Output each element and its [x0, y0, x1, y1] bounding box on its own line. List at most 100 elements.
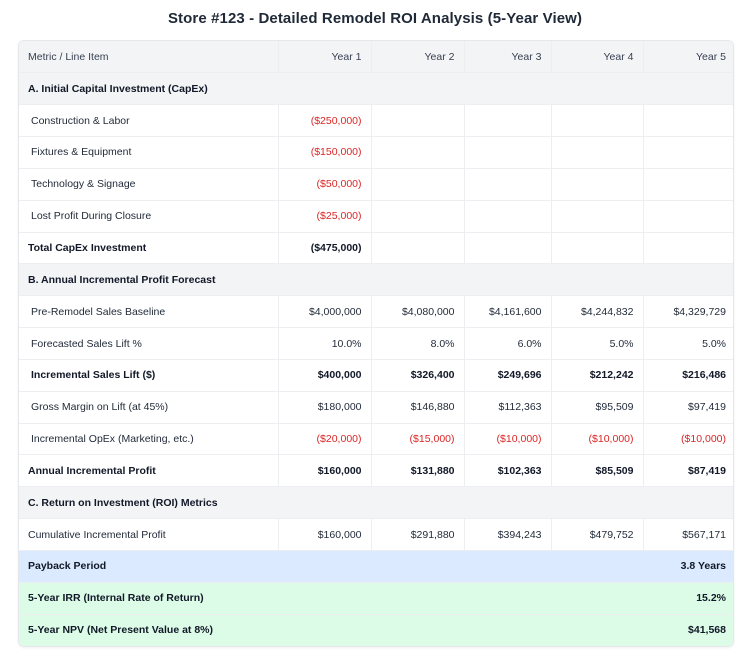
table-row: Cumulative Incremental Profit $160,000 $…	[19, 518, 733, 551]
metric-label: 5-Year NPV (Net Present Value at 8%)	[19, 614, 278, 647]
cell-year-2	[371, 168, 465, 201]
cell-year-4: $4,244,832	[551, 295, 644, 329]
cell-year-5: $567,171	[643, 518, 733, 551]
cell-year-5	[643, 200, 733, 233]
cell-year-4: $212,242	[551, 359, 644, 392]
row-label: Annual Incremental Profit	[19, 454, 279, 488]
cell-year-2	[371, 104, 465, 138]
cell-year-3: ($10,000)	[464, 423, 552, 456]
cell-year-4	[551, 136, 644, 169]
cell-year-5: $216,486	[643, 359, 733, 392]
cell-year-4: $85,509	[551, 454, 644, 488]
cell-year-5: $4,329,729	[643, 295, 733, 329]
cell-year-1: ($150,000)	[278, 136, 372, 169]
table-row: Technology & Signage ($50,000)	[19, 168, 733, 201]
cell-year-4	[551, 104, 644, 138]
cell-year-1: ($25,000)	[278, 200, 372, 233]
roi-table-container: Metric / Line Item Year 1 Year 2 Year 3 …	[18, 40, 734, 648]
cell-year-3: $112,363	[464, 391, 552, 424]
section-row-profit: B. Annual Incremental Profit Forecast	[19, 263, 733, 297]
cell-year-2: $291,880	[371, 518, 465, 551]
cell-year-3	[464, 232, 552, 265]
cell-year-2	[371, 200, 465, 233]
cell-year-3: $102,363	[464, 454, 552, 488]
cell-year-4: ($10,000)	[551, 423, 644, 456]
row-label: Construction & Labor	[19, 104, 279, 138]
roi-table: Metric / Line Item Year 1 Year 2 Year 3 …	[19, 41, 733, 647]
cell-year-5: $87,419	[643, 454, 733, 488]
cell-year-3	[464, 200, 552, 233]
metric-label: 5-Year IRR (Internal Rate of Return)	[19, 582, 278, 615]
irr-row: 5-Year IRR (Internal Rate of Return) 15.…	[19, 582, 733, 615]
cell-year-5: ($10,000)	[643, 423, 733, 456]
cell-year-1: ($250,000)	[278, 104, 372, 138]
row-label: Cumulative Incremental Profit	[19, 518, 279, 551]
cell-year-5: $97,419	[643, 391, 733, 424]
row-label: Lost Profit During Closure	[19, 200, 279, 233]
row-label: Gross Margin on Lift (at 45%)	[19, 391, 279, 424]
cell-year-3	[464, 104, 552, 138]
table-row: Forecasted Sales Lift % 10.0% 8.0% 6.0% …	[19, 327, 733, 360]
cell-year-4	[551, 168, 644, 201]
cell-year-2: $4,080,000	[371, 295, 465, 329]
payback-row: Payback Period 3.8 Years	[19, 550, 733, 583]
cell-year-1: ($50,000)	[278, 168, 372, 201]
cell-year-2	[371, 136, 465, 169]
cell-year-3: $394,243	[464, 518, 552, 551]
table-row: Gross Margin on Lift (at 45%) $180,000 $…	[19, 391, 733, 424]
row-label: Incremental OpEx (Marketing, etc.)	[19, 423, 279, 456]
cell-year-2: $146,880	[371, 391, 465, 424]
column-header-year-2: Year 2	[371, 41, 465, 74]
table-row: Pre-Remodel Sales Baseline $4,000,000 $4…	[19, 295, 733, 329]
column-header-metric: Metric / Line Item	[19, 41, 279, 74]
metric-value: 3.8 Years	[278, 550, 733, 583]
column-header-year-1: Year 1	[278, 41, 372, 74]
npv-row: 5-Year NPV (Net Present Value at 8%) $41…	[19, 614, 733, 647]
cell-year-1: ($475,000)	[278, 232, 372, 265]
cell-year-2: ($15,000)	[371, 423, 465, 456]
section-title: C. Return on Investment (ROI) Metrics	[19, 486, 733, 520]
cell-year-3: $4,161,600	[464, 295, 552, 329]
cell-year-1: $4,000,000	[278, 295, 372, 329]
cell-year-2: 8.0%	[371, 327, 465, 360]
section-title: A. Initial Capital Investment (CapEx)	[19, 72, 733, 106]
cell-year-5	[643, 136, 733, 169]
section-row-capex: A. Initial Capital Investment (CapEx)	[19, 72, 733, 106]
table-row: Lost Profit During Closure ($25,000)	[19, 200, 733, 233]
total-row: Annual Incremental Profit $160,000 $131,…	[19, 454, 733, 488]
cell-year-1: 10.0%	[278, 327, 372, 360]
cell-year-5: 5.0%	[643, 327, 733, 360]
column-header-year-5: Year 5	[643, 41, 733, 74]
cell-year-4: 5.0%	[551, 327, 644, 360]
cell-year-1: $400,000	[278, 359, 372, 392]
cell-year-3: $249,696	[464, 359, 552, 392]
cell-year-3	[464, 136, 552, 169]
metric-value: 15.2%	[278, 582, 733, 615]
row-label: Pre-Remodel Sales Baseline	[19, 295, 279, 329]
cell-year-1: $160,000	[278, 454, 372, 488]
table-row: Fixtures & Equipment ($150,000)	[19, 136, 733, 169]
row-label: Technology & Signage	[19, 168, 279, 201]
cell-year-4: $479,752	[551, 518, 644, 551]
row-label: Total CapEx Investment	[19, 232, 279, 265]
cell-year-1: ($20,000)	[278, 423, 372, 456]
section-row-roi: C. Return on Investment (ROI) Metrics	[19, 486, 733, 520]
cell-year-2: $131,880	[371, 454, 465, 488]
column-header-year-4: Year 4	[551, 41, 644, 74]
cell-year-3: 6.0%	[464, 327, 552, 360]
cell-year-2	[371, 232, 465, 265]
table-row: Construction & Labor ($250,000)	[19, 104, 733, 138]
row-label: Fixtures & Equipment	[19, 136, 279, 169]
total-row: Total CapEx Investment ($475,000)	[19, 232, 733, 265]
cell-year-4	[551, 232, 644, 265]
header-row: Metric / Line Item Year 1 Year 2 Year 3 …	[19, 41, 733, 74]
cell-year-1: $180,000	[278, 391, 372, 424]
row-label: Forecasted Sales Lift %	[19, 327, 279, 360]
page-title: Store #123 - Detailed Remodel ROI Analys…	[167, 10, 583, 27]
cell-year-5	[643, 168, 733, 201]
table-row: Incremental Sales Lift ($) $400,000 $326…	[19, 359, 733, 392]
cell-year-1: $160,000	[278, 518, 372, 551]
row-label: Incremental Sales Lift ($)	[19, 359, 279, 392]
cell-year-3	[464, 168, 552, 201]
metric-label: Payback Period	[19, 550, 278, 583]
